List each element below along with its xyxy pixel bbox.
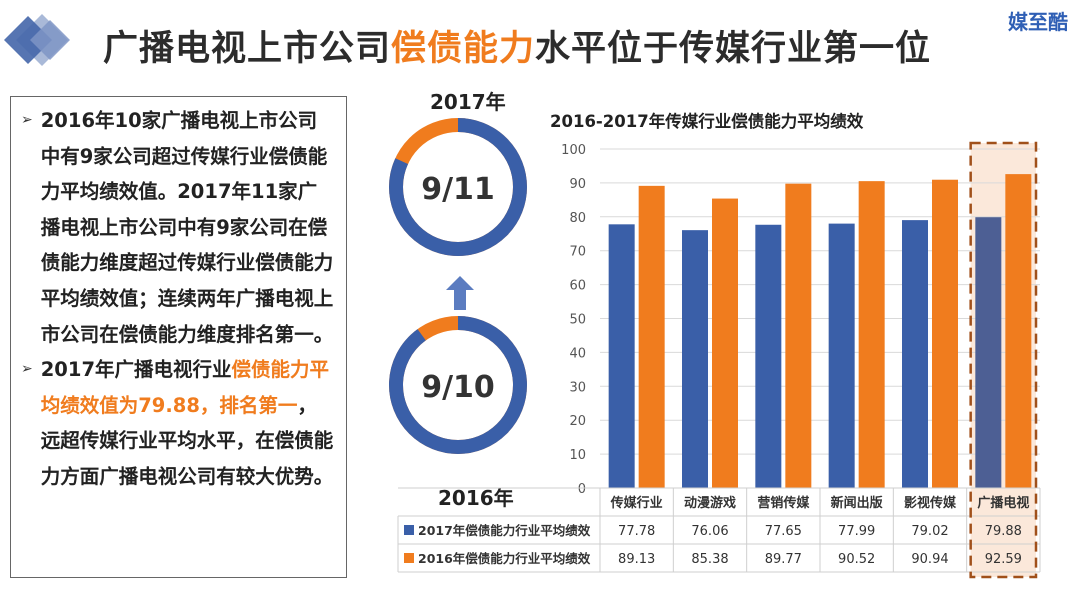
- up-arrow-icon: [446, 276, 474, 310]
- bar-2017-4: [902, 220, 928, 488]
- legend-label-0: 2017年偿债能力行业平均绩效: [418, 523, 591, 538]
- bar-2016-3: [858, 181, 885, 488]
- bar-2017-3: [828, 223, 855, 489]
- bar-2017-5: [975, 217, 1002, 489]
- data-label: 90.52: [838, 552, 875, 567]
- y-tick-label: 60: [569, 279, 586, 294]
- header-diamond-logo: [4, 14, 70, 66]
- bar-2017-1: [682, 230, 708, 488]
- donut-top: [389, 118, 527, 256]
- donut-bottom-label: 2016年: [438, 486, 514, 510]
- data-label: 92.59: [985, 552, 1022, 567]
- y-tick-label: 50: [569, 313, 586, 328]
- bar-2016-0: [638, 185, 665, 488]
- brand-logo-text: 媒至酷: [1008, 10, 1068, 34]
- arrow-bullet-icon: ➢: [21, 112, 33, 128]
- highlight-dashed-border: [969, 141, 1038, 579]
- data-label: 77.99: [838, 524, 875, 539]
- data-label: 79.02: [911, 524, 948, 539]
- legend-label-1: 2016年偿债能力行业平均绩效: [418, 551, 591, 566]
- category-label: 广播电视: [977, 495, 1029, 511]
- page-title: 广播电视上市公司偿债能力水平位于传媒行业第一位: [103, 29, 932, 69]
- donut-top-arc: [389, 118, 527, 256]
- category-label: 动漫游戏: [684, 495, 736, 511]
- category-label: 新闻出版: [831, 495, 883, 511]
- title-highlight: 偿债能力: [391, 29, 536, 69]
- category-label: 传媒行业: [610, 495, 663, 511]
- y-tick-label: 80: [569, 211, 586, 226]
- donut-bottom: [389, 316, 527, 454]
- y-tick-label: 100: [561, 143, 586, 158]
- y-tick-label: 0: [578, 482, 586, 497]
- chart-title: 2016-2017年传媒行业偿债能力平均绩效: [550, 112, 864, 131]
- y-tick-label: 90: [569, 177, 586, 192]
- category-label: 影视传媒: [904, 495, 957, 511]
- bar-2016-5: [1005, 174, 1032, 488]
- bar-2017-0: [608, 224, 635, 488]
- donut-top-label: 2017年: [430, 90, 506, 114]
- bar-2016-4: [932, 179, 958, 489]
- legend-swatch-0: [404, 525, 414, 535]
- description-box: ➢ 2016年10家广播电视上市公司中有9家公司超过传媒行业偿债能力平均绩效值。…: [10, 96, 347, 578]
- data-label: 77.78: [618, 524, 655, 539]
- data-label: 79.88: [985, 524, 1022, 539]
- data-label: 90.94: [911, 552, 948, 567]
- data-label: 77.65: [765, 524, 802, 539]
- y-tick-label: 30: [569, 380, 586, 395]
- donut-bottom-center: 9/10: [421, 370, 495, 405]
- category-label: 营销传媒: [757, 495, 810, 511]
- y-tick-label: 20: [569, 414, 586, 429]
- donut-top-center: 9/11: [421, 172, 495, 207]
- bar-2016-1: [712, 198, 738, 488]
- data-label: 89.77: [765, 552, 802, 567]
- data-label: 76.06: [691, 524, 728, 539]
- y-tick-label: 40: [569, 346, 586, 361]
- y-tick-label: 70: [569, 245, 586, 260]
- bar-2016-2: [785, 183, 812, 489]
- bullet-point-1: ➢ 2016年10家广播电视上市公司中有9家公司超过传媒行业偿债能力平均绩效值。…: [21, 103, 336, 352]
- bar-2017-2: [755, 224, 782, 489]
- donut-bottom-arc: [389, 316, 527, 454]
- arrow-bullet-icon: ➢: [21, 361, 33, 378]
- bullet-point-2: ➢ 2017年广播电视行业偿债能力平均绩效值为79.88，排名第一，远超传媒行业…: [21, 352, 336, 494]
- legend-swatch-1: [404, 553, 414, 563]
- bullet-text-1: 2016年10家广播电视上市公司中有9家公司超过传媒行业偿债能力平均绩效值。20…: [40, 109, 334, 346]
- data-label: 89.13: [618, 552, 655, 567]
- y-tick-label: 10: [569, 448, 586, 463]
- data-label: 85.38: [691, 552, 728, 567]
- bullet-highlight: 偿债能力平均绩效值为79.88，排名第一: [40, 358, 330, 417]
- bullet-text-2: 2017年广播电视行业偿债能力平均绩效值为79.88，排名第一，远超传媒行业平均…: [40, 358, 334, 488]
